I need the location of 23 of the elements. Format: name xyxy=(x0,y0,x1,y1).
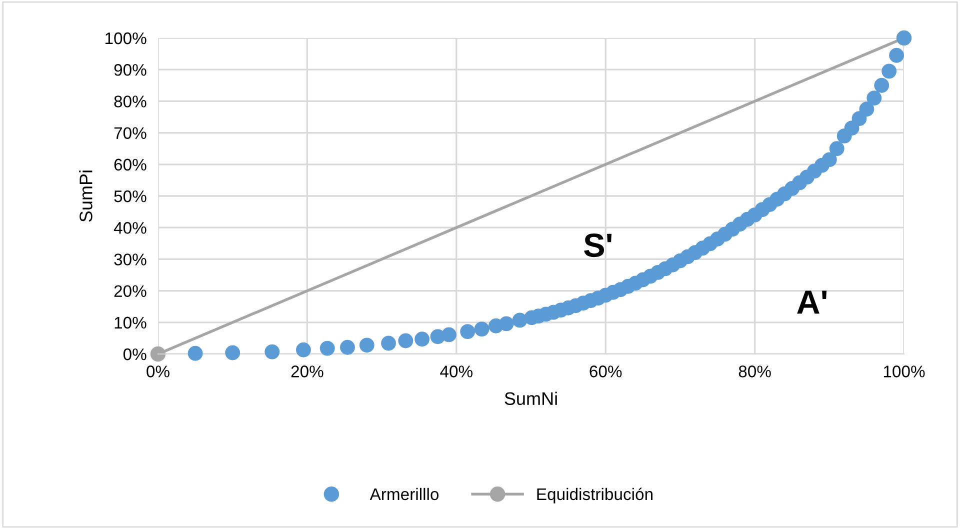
legend-label: Armerilllo xyxy=(370,488,439,500)
x-tick-label: 40% xyxy=(440,366,472,378)
y-tick-label: 20% xyxy=(114,285,146,298)
y-tick-label: 70% xyxy=(114,127,146,140)
y-tick-label: 40% xyxy=(114,222,146,234)
y-tick-label: 80% xyxy=(114,96,146,108)
y-tick-label: 50% xyxy=(114,190,146,202)
y-tick-label: 60% xyxy=(114,158,146,171)
x-axis-title: SumNi xyxy=(504,392,557,406)
y-tick-label: 10% xyxy=(114,316,146,329)
legend-label: Equidistribución xyxy=(537,488,652,504)
y-tick-label: 0% xyxy=(123,348,146,360)
y-tick-label: 30% xyxy=(114,254,146,266)
y-tick-label: 90% xyxy=(114,64,146,76)
x-tick-label: 0% xyxy=(146,366,170,378)
y-tick-label: 100% xyxy=(106,32,146,44)
annotation: S' xyxy=(584,233,612,258)
x-tick-label: 60% xyxy=(590,366,622,378)
annotation: A' xyxy=(797,290,827,314)
x-tick-label: 100% xyxy=(884,366,925,378)
x-tick-label: 80% xyxy=(738,366,771,378)
y-axis-title: SumPi xyxy=(79,170,92,222)
x-tick-label: 20% xyxy=(291,366,324,378)
